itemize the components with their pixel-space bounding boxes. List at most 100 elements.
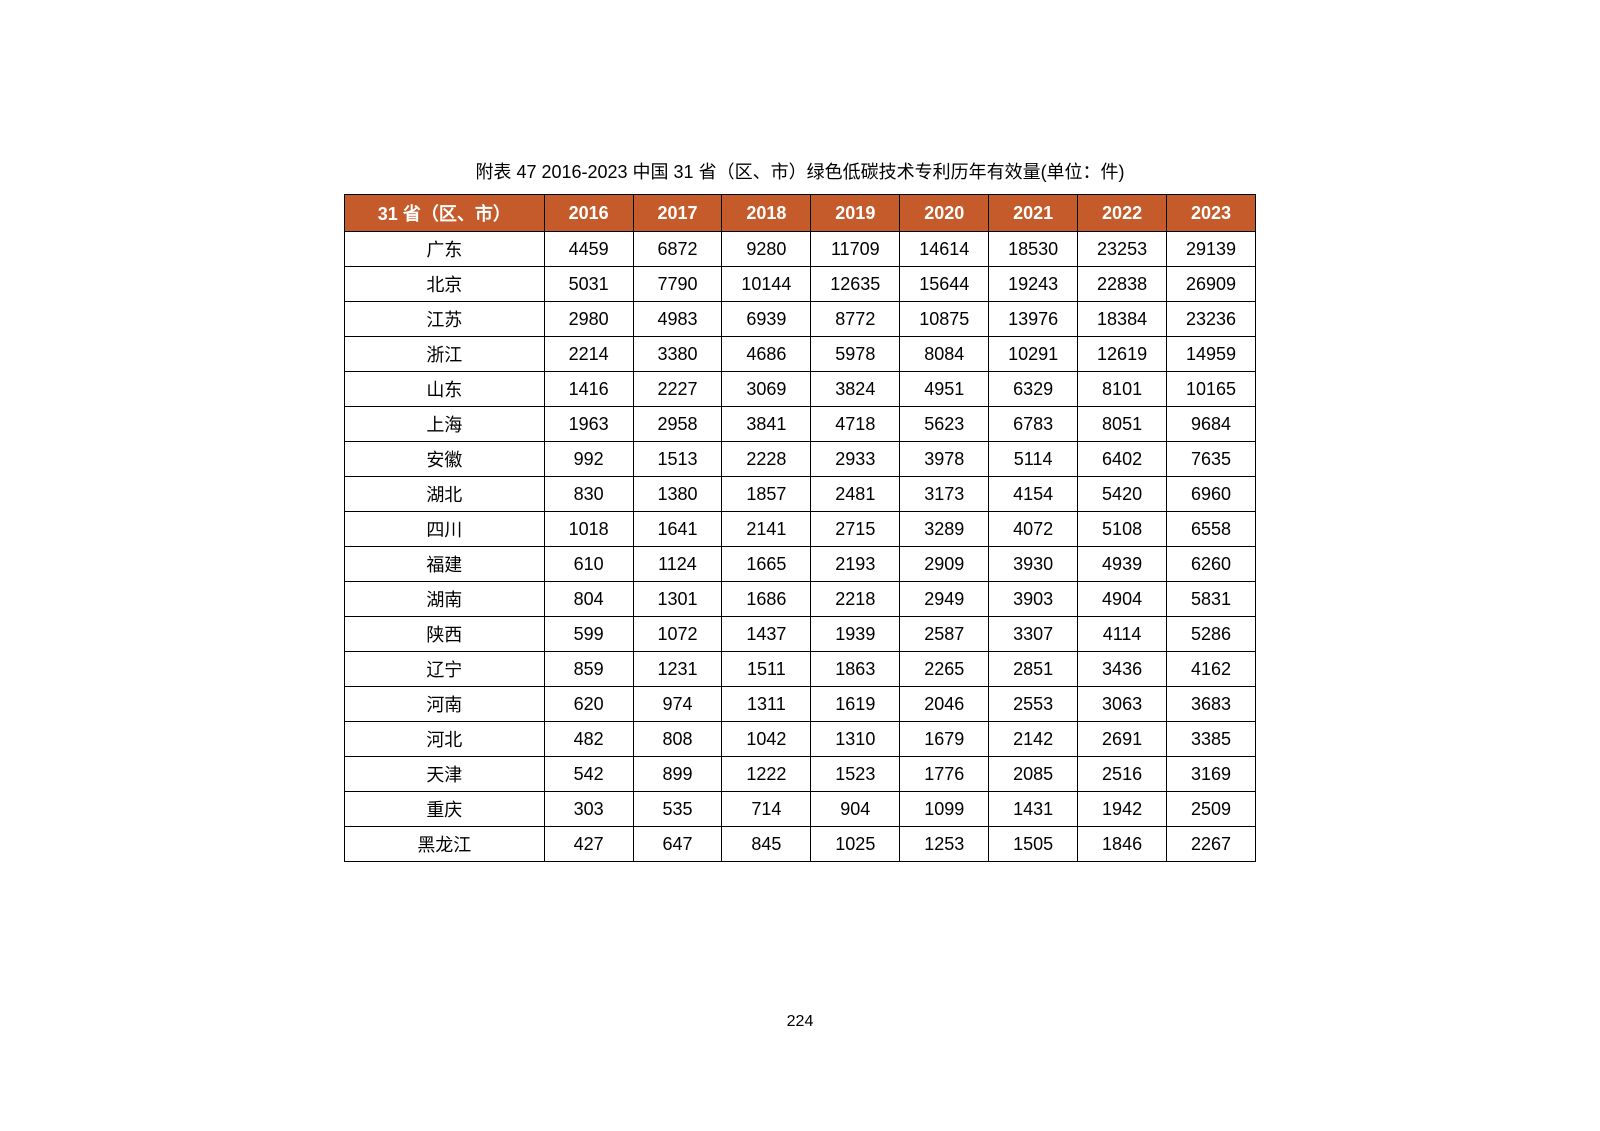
table-row: 重庆3035357149041099143119422509 [345,792,1256,827]
province-cell: 天津 [345,757,545,792]
value-cell: 1042 [722,722,811,757]
value-cell: 10165 [1167,372,1256,407]
value-cell: 2553 [989,687,1078,722]
province-cell: 湖北 [345,477,545,512]
col-header-year-2019: 2019 [811,195,900,232]
value-cell: 4951 [900,372,989,407]
value-cell: 11709 [811,232,900,267]
value-cell: 23236 [1167,302,1256,337]
value-cell: 7790 [633,267,722,302]
value-cell: 6960 [1167,477,1256,512]
value-cell: 6329 [989,372,1078,407]
value-cell: 899 [633,757,722,792]
value-cell: 3380 [633,337,722,372]
value-cell: 3289 [900,512,989,547]
value-cell: 9684 [1167,407,1256,442]
value-cell: 1686 [722,582,811,617]
value-cell: 2933 [811,442,900,477]
value-cell: 14959 [1167,337,1256,372]
col-header-year-2020: 2020 [900,195,989,232]
value-cell: 1310 [811,722,900,757]
table-row: 辽宁8591231151118632265285134364162 [345,652,1256,687]
value-cell: 2141 [722,512,811,547]
table-row: 湖北8301380185724813173415454206960 [345,477,1256,512]
value-cell: 14614 [900,232,989,267]
value-cell: 620 [544,687,633,722]
province-cell: 湖南 [345,582,545,617]
table-row: 黑龙江42764784510251253150518462267 [345,827,1256,862]
table-row: 山东141622273069382449516329810110165 [345,372,1256,407]
value-cell: 6260 [1167,547,1256,582]
value-cell: 2218 [811,582,900,617]
province-cell: 上海 [345,407,545,442]
page-container: 附表 47 2016-2023 中国 31 省（区、市）绿色低碳技术专利历年有效… [0,0,1600,862]
value-cell: 303 [544,792,633,827]
table-row: 安徽9921513222829333978511464027635 [345,442,1256,477]
province-cell: 江苏 [345,302,545,337]
value-cell: 599 [544,617,633,652]
value-cell: 1939 [811,617,900,652]
value-cell: 3307 [989,617,1078,652]
value-cell: 1416 [544,372,633,407]
value-cell: 1505 [989,827,1078,862]
value-cell: 3978 [900,442,989,477]
value-cell: 1018 [544,512,633,547]
value-cell: 2509 [1167,792,1256,827]
table-row: 广东4459687292801170914614185302325329139 [345,232,1256,267]
value-cell: 10291 [989,337,1078,372]
value-cell: 5108 [1078,512,1167,547]
value-cell: 12635 [811,267,900,302]
province-cell: 安徽 [345,442,545,477]
table-row: 四川10181641214127153289407251086558 [345,512,1256,547]
province-cell: 河南 [345,687,545,722]
value-cell: 6402 [1078,442,1167,477]
province-cell: 河北 [345,722,545,757]
value-cell: 1231 [633,652,722,687]
value-cell: 4904 [1078,582,1167,617]
value-cell: 3069 [722,372,811,407]
province-cell: 山东 [345,372,545,407]
value-cell: 19243 [989,267,1078,302]
value-cell: 5031 [544,267,633,302]
value-cell: 4983 [633,302,722,337]
value-cell: 2516 [1078,757,1167,792]
value-cell: 5831 [1167,582,1256,617]
value-cell: 1665 [722,547,811,582]
province-cell: 陕西 [345,617,545,652]
value-cell: 2980 [544,302,633,337]
page-number: 224 [0,1013,1600,1031]
value-cell: 1846 [1078,827,1167,862]
value-cell: 1857 [722,477,811,512]
value-cell: 5114 [989,442,1078,477]
value-cell: 2949 [900,582,989,617]
value-cell: 3841 [722,407,811,442]
value-cell: 2587 [900,617,989,652]
table-row: 湖南8041301168622182949390349045831 [345,582,1256,617]
value-cell: 1222 [722,757,811,792]
table-body: 广东4459687292801170914614185302325329139北… [345,232,1256,862]
col-header-year-2018: 2018 [722,195,811,232]
province-cell: 辽宁 [345,652,545,687]
value-cell: 1619 [811,687,900,722]
value-cell: 3930 [989,547,1078,582]
value-cell: 1431 [989,792,1078,827]
value-cell: 1863 [811,652,900,687]
value-cell: 2481 [811,477,900,512]
value-cell: 1301 [633,582,722,617]
value-cell: 974 [633,687,722,722]
value-cell: 2085 [989,757,1078,792]
value-cell: 18384 [1078,302,1167,337]
value-cell: 1099 [900,792,989,827]
value-cell: 4459 [544,232,633,267]
value-cell: 1025 [811,827,900,862]
value-cell: 2227 [633,372,722,407]
value-cell: 535 [633,792,722,827]
value-cell: 2265 [900,652,989,687]
value-cell: 1253 [900,827,989,862]
value-cell: 3683 [1167,687,1256,722]
value-cell: 1523 [811,757,900,792]
value-cell: 1963 [544,407,633,442]
value-cell: 8101 [1078,372,1167,407]
value-cell: 4162 [1167,652,1256,687]
value-cell: 5286 [1167,617,1256,652]
